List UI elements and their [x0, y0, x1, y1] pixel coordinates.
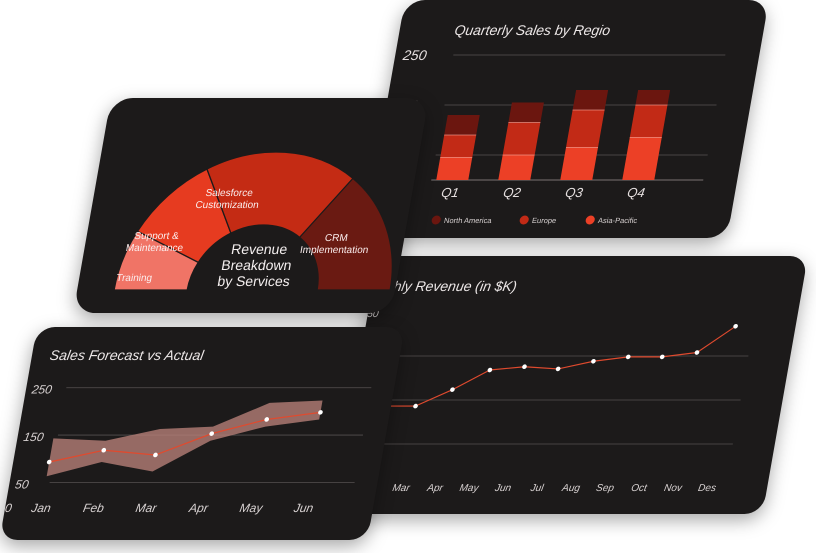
services-card: Training Support &Maintenance SalesforceCu… — [73, 98, 430, 313]
legend-label: North America — [443, 216, 493, 225]
x-tick-label: Q4 — [626, 185, 646, 200]
x-tick-label: Jan — [29, 501, 52, 515]
forecast-chart: 050 150 250 Jan Feb Mar Apr May Jun — [4, 383, 372, 515]
y-tick-label: 0 — [4, 501, 13, 515]
slice-label-line: Salesforce — [205, 188, 255, 199]
center-label-line: Revenue — [230, 241, 289, 257]
x-tick-label: Mar — [135, 501, 159, 515]
monthly-revenue-card: Monthly Revenue (in $K) 250FebMarAprMayJ… — [332, 256, 808, 514]
x-tick-label: May — [459, 483, 481, 494]
slice-crm-implementation — [298, 177, 393, 291]
revenue-point — [625, 354, 631, 360]
revenue-point — [733, 324, 738, 329]
revenue-point — [487, 367, 493, 373]
legend-swatch — [431, 215, 441, 225]
bar-north-america — [572, 90, 609, 110]
bar-europe — [629, 105, 668, 138]
bar-europe — [440, 135, 477, 158]
legend-swatch — [519, 215, 529, 225]
actual-line — [49, 411, 321, 463]
legend-label: Europe — [531, 216, 557, 225]
actual-point — [318, 410, 323, 415]
x-tick-label: Jun — [292, 501, 315, 515]
revenue-line — [340, 325, 736, 410]
center-label: RevenueBreakdownby Services — [216, 241, 297, 289]
slice-label: CRMImplementation — [299, 233, 371, 256]
x-tick-label: Q3 — [564, 185, 585, 200]
actual-point — [209, 431, 215, 436]
slice-label-line: Implementation — [299, 245, 369, 256]
x-tick-label: Oct — [630, 483, 649, 494]
slice-label-line: Training — [115, 273, 153, 284]
x-tick-label: May — [239, 501, 265, 515]
slice-label: Training — [115, 273, 153, 284]
forecast-card: Sales Forecast vs Actual 0 50 150 250 Jan Feb… — [0, 327, 406, 540]
x-tick-label: Aug — [560, 483, 581, 494]
bar-asia-pacific — [498, 155, 535, 180]
revenue-point — [591, 358, 596, 364]
center-label-line: by Services — [216, 273, 291, 289]
monthly-chart: 250FebMarAprMayJunJulAugSepOctNovDes — [340, 309, 749, 494]
slice-label: Support &Maintenance — [125, 231, 187, 254]
bar-europe — [565, 110, 605, 148]
legend-swatch — [585, 215, 595, 225]
bar-asia-pacific — [436, 157, 473, 180]
slice-label-line: Customization — [194, 200, 259, 211]
y-tick-label: 50 — [14, 477, 30, 491]
forecast-band — [46, 400, 323, 477]
x-tick-label: Apr — [187, 501, 210, 515]
x-tick-label: Q2 — [502, 185, 523, 200]
bar-asia-pacific — [622, 137, 662, 180]
slice-salesforce-customization — [206, 151, 354, 239]
x-tick-label: Nov — [663, 483, 684, 494]
x-tick-label: Q1 — [440, 185, 460, 200]
actual-point — [46, 459, 52, 465]
y-tick-label: 250 — [360, 309, 380, 320]
x-tick-label: Sep — [595, 483, 615, 494]
x-tick-label: Feb — [82, 501, 105, 515]
actual-point — [101, 447, 107, 453]
revenue-point — [694, 350, 700, 355]
legend-label: Asia-Pacific — [597, 216, 638, 225]
x-tick-label: Apr — [425, 483, 444, 494]
bar-north-america — [444, 115, 480, 135]
x-tick-label: Des — [697, 483, 717, 494]
x-tick-label: Jun — [493, 483, 512, 494]
bar-north-america — [508, 102, 544, 123]
revenue-point — [659, 354, 665, 360]
services-chart: Training Support &Maintenance SalesforceCu… — [113, 151, 393, 291]
actual-point — [264, 417, 270, 422]
revenue-point — [413, 403, 418, 409]
revenue-point — [450, 387, 455, 392]
actual-point — [153, 452, 158, 458]
bar-europe — [502, 122, 541, 155]
slice-label-line: Maintenance — [125, 243, 185, 254]
slice-label-line: Support & — [133, 231, 180, 242]
revenue-point — [555, 366, 561, 372]
slice-label: SalesforceCustomization — [194, 188, 261, 211]
revenue-point — [522, 364, 527, 370]
x-tick-label: Jul — [529, 483, 545, 494]
center-label-line: Breakdown — [220, 257, 293, 273]
x-tick-label: Mar — [391, 483, 411, 494]
y-tick-label: 250 — [401, 47, 428, 63]
bar-north-america — [635, 90, 671, 105]
y-tick-label: 250 — [30, 383, 54, 397]
y-tick-label: 150 — [22, 430, 45, 444]
slice-label-line: CRM — [324, 233, 349, 244]
bar-asia-pacific — [560, 147, 598, 180]
